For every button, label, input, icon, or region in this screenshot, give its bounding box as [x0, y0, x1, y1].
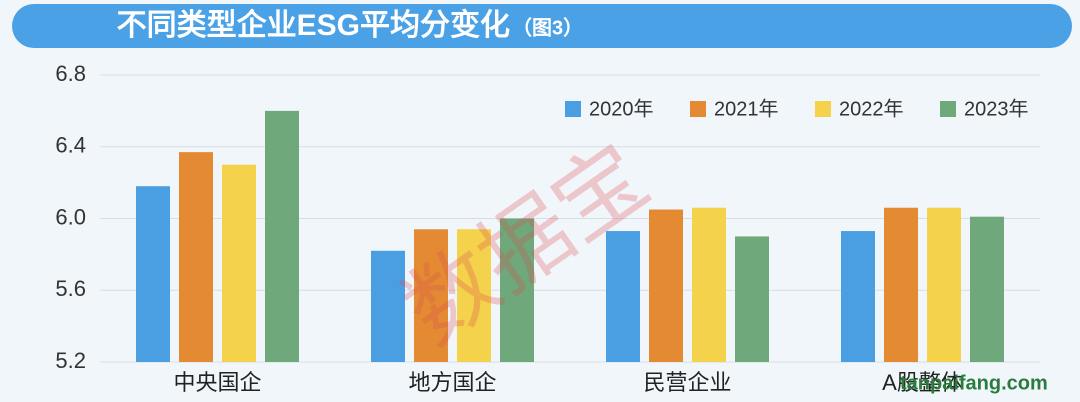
- bar: [606, 231, 640, 362]
- bar: [371, 250, 405, 362]
- legend-label: 2021年: [714, 97, 779, 120]
- y-tick-label: 6.4: [55, 133, 86, 158]
- bar: [414, 229, 448, 362]
- bar: [500, 218, 534, 362]
- bar: [136, 186, 170, 362]
- title-note: （图3）: [512, 16, 583, 39]
- legend-swatch: [940, 101, 956, 117]
- bar: [457, 229, 491, 362]
- chart-title: 不同类型企业ESG平均分变化: [117, 8, 510, 42]
- source-watermark: tanpaifang.com: [900, 372, 1048, 394]
- title-banner: [12, 4, 1072, 48]
- bar: [265, 110, 299, 362]
- legend-label: 2020年: [589, 97, 654, 120]
- bar: [649, 209, 683, 362]
- y-tick-label: 6.0: [55, 204, 86, 229]
- bar: [179, 152, 213, 362]
- y-tick-label: 6.8: [55, 61, 86, 86]
- bar: [884, 207, 918, 362]
- x-tick-label: A股整体: [882, 370, 963, 395]
- legend-swatch: [815, 101, 831, 117]
- bar: [735, 236, 769, 362]
- legend-label: 2023年: [964, 97, 1029, 120]
- bar: [692, 207, 726, 362]
- x-tick-label: 中央国企: [173, 370, 261, 395]
- bar: [927, 207, 961, 362]
- bar: [222, 164, 256, 362]
- y-tick-label: 5.6: [55, 276, 86, 301]
- x-tick-label: 地方国企: [408, 370, 496, 395]
- y-tick-label: 5.2: [55, 348, 86, 373]
- bar: [970, 216, 1004, 362]
- legend-label: 2022年: [839, 97, 904, 120]
- legend-swatch: [690, 101, 706, 117]
- bar: [841, 231, 875, 362]
- x-tick-label: 民营企业: [643, 370, 731, 395]
- legend-swatch: [565, 101, 581, 117]
